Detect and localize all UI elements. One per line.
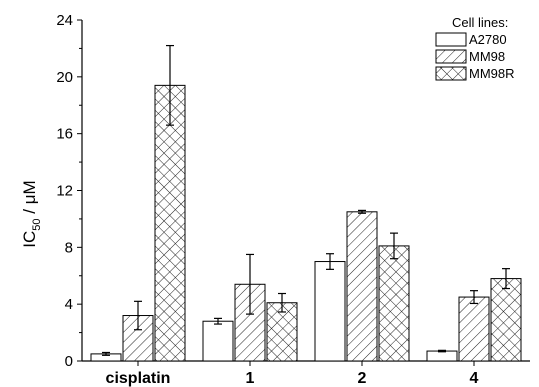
y-tick-label: 8 [65,239,73,256]
legend-label-a2780: A2780 [469,32,507,47]
y-tick-label: 16 [56,126,73,143]
x-tick-label: cisplatin [106,370,171,387]
legend: Cell lines: A2780 MM98 MM98R [433,13,528,85]
legend-label-mm98: MM98 [469,49,505,64]
bar-mm98r-0 [154,84,186,362]
legend-swatch-mm98r [435,66,467,81]
bar-mm98r-2 [378,245,410,362]
bar-mm98-2 [346,211,378,362]
bar-mm98-3 [458,296,490,362]
y-tick-label: 24 [56,12,73,29]
legend-swatch-mm98 [435,49,467,64]
y-axis-label: IC50 / μM [20,180,43,247]
x-tick-label: 1 [246,370,255,387]
legend-title: Cell lines: [452,15,508,30]
bar-a2780-1 [202,320,234,362]
y-tick-label: 4 [65,296,73,313]
x-tick-label: 2 [358,370,367,387]
y-tick-label: 20 [56,69,73,86]
legend-swatch-a2780 [435,32,467,47]
bar-a2780-2 [314,261,346,362]
bar-a2780-3 [426,350,458,362]
bar-mm98r-3 [490,278,522,362]
x-tick-label: 4 [470,370,479,387]
y-tick-label: 12 [56,183,73,200]
legend-label-mm98r: MM98R [469,66,515,81]
y-tick-label: 0 [65,353,73,370]
